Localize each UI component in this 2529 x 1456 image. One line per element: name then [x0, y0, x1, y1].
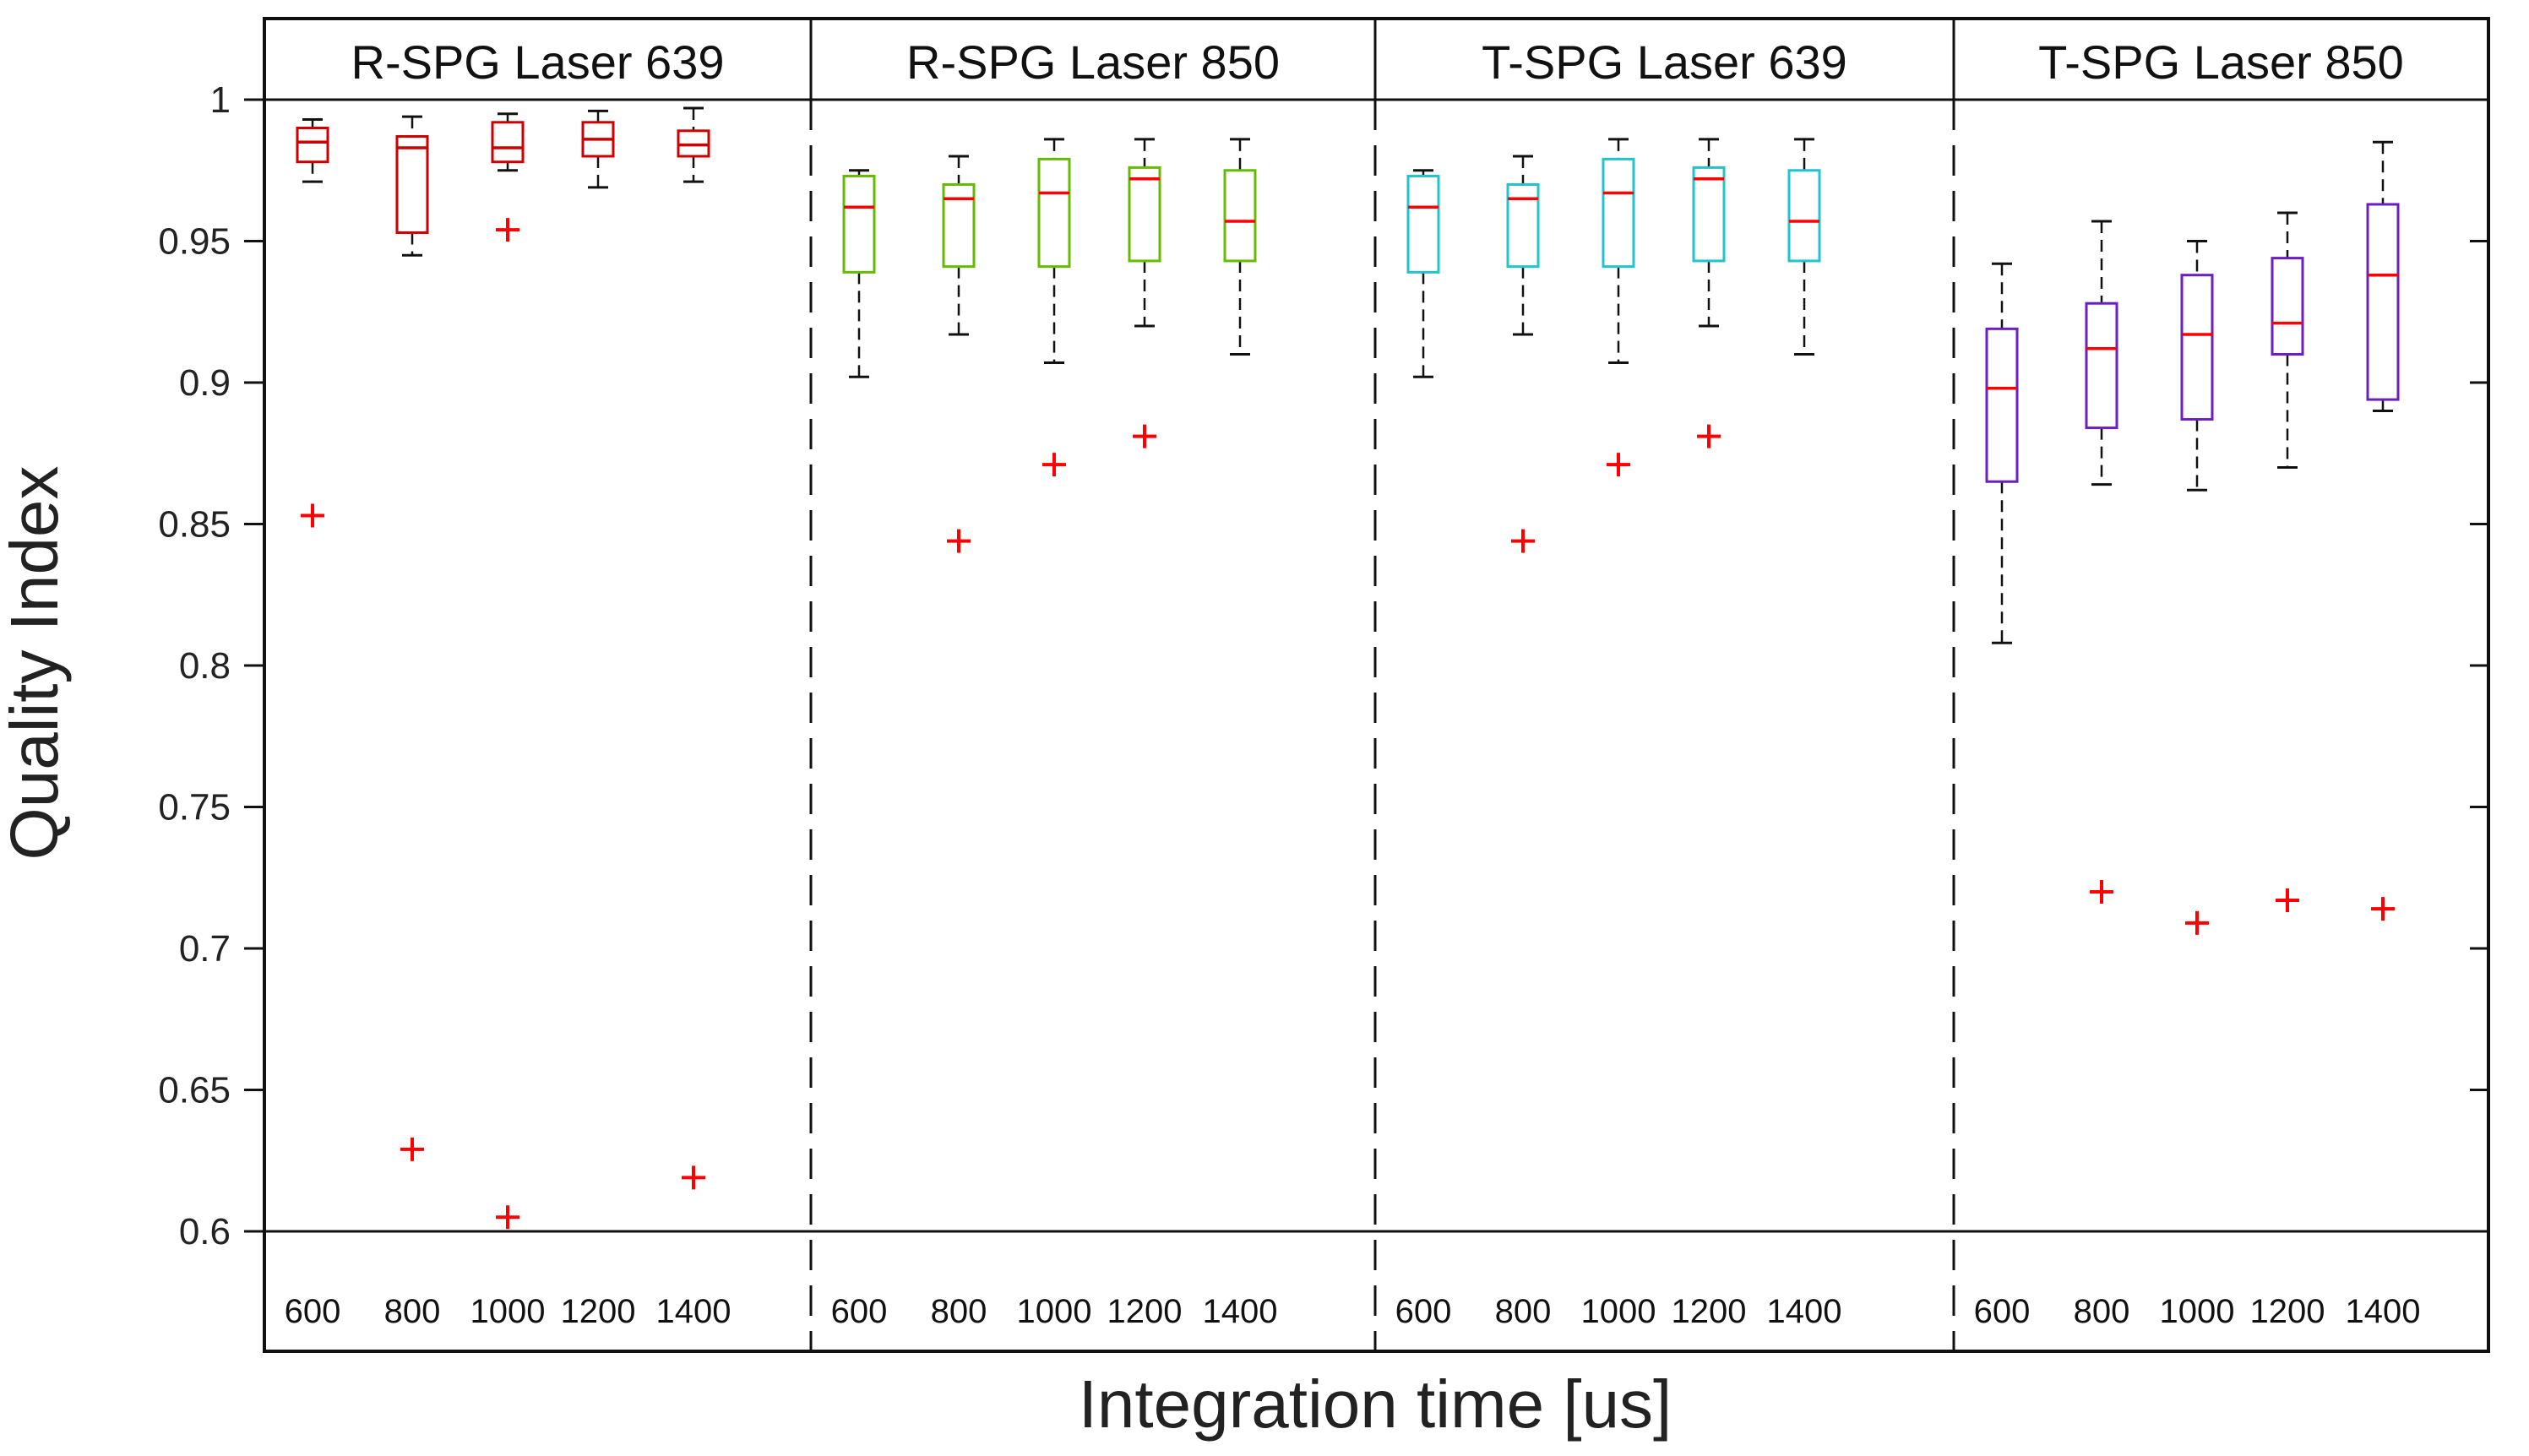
y-tick-label: 0.85 — [158, 504, 231, 546]
y-tick-label: 0.95 — [158, 221, 231, 263]
x-tick-label: 1400 — [656, 1293, 732, 1330]
panels: R-SPG Laser 639 R-SPG Laser 850 T-SPG Lase… — [296, 35, 2404, 1230]
outlier-marker — [496, 1205, 519, 1230]
outlier-marker — [1133, 424, 1156, 448]
outlier-marker — [1511, 529, 1535, 553]
outlier-marker — [2090, 880, 2113, 904]
x-tick-label: 1200 — [1672, 1293, 1747, 1330]
panel-title: R-SPG Laser 639 — [351, 35, 725, 89]
outlier-marker — [1042, 453, 1066, 477]
y-tick-label: 0.75 — [158, 787, 231, 829]
panel-3: T-SPG Laser 639 — [1406, 35, 1847, 553]
y-axis: 1 0.95 0.9 0.85 0.8 0.75 0.7 0.65 0.6 — [158, 79, 2488, 1252]
box — [1985, 327, 2019, 483]
x-tick-label: 600 — [1974, 1293, 2031, 1330]
box — [1406, 174, 1440, 274]
x-axis-label: Integration time [us] — [1079, 1366, 1672, 1442]
x-tick-label: 800 — [384, 1293, 441, 1330]
x-tick-label: 1400 — [1203, 1293, 1278, 1330]
box — [491, 121, 525, 164]
x-tick-label: 1000 — [1017, 1293, 1092, 1330]
box — [1692, 166, 1726, 263]
panel-title: R-SPG Laser 850 — [906, 35, 1280, 89]
outlier-marker — [947, 529, 971, 553]
outlier-marker — [1607, 453, 1630, 477]
outlier-marker — [1697, 424, 1721, 448]
x-axis: 600 800 1000 1200 1400 600 800 1000 1200 1400 600 8… — [285, 1293, 2421, 1330]
outlier-marker — [2185, 910, 2209, 935]
x-tick-label: 800 — [1495, 1293, 1552, 1330]
x-tick-label: 1400 — [2346, 1293, 2421, 1330]
panel-1: R-SPG Laser 639 — [296, 35, 725, 1230]
outlier-marker — [496, 218, 519, 242]
box — [1128, 166, 1161, 263]
plot-frame — [263, 17, 2490, 1353]
box — [1506, 183, 1540, 269]
panel-2: R-SPG Laser 850 — [842, 35, 1280, 553]
box — [1037, 157, 1071, 269]
outlier-marker — [2276, 888, 2299, 913]
x-tick-label: 1200 — [561, 1293, 636, 1330]
y-tick-label: 1 — [210, 79, 231, 121]
y-tick-label: 0.65 — [158, 1070, 231, 1111]
outlier-marker — [301, 503, 324, 528]
box — [1787, 169, 1821, 263]
box — [296, 127, 329, 164]
outlier-marker — [400, 1137, 424, 1161]
x-tick-label: 800 — [2074, 1293, 2130, 1330]
box — [1602, 157, 1635, 269]
x-tick-label: 1000 — [2160, 1293, 2235, 1330]
x-tick-label: 1200 — [1107, 1293, 1183, 1330]
box — [395, 135, 429, 234]
x-tick-label: 1000 — [470, 1293, 546, 1330]
x-tick-label: 600 — [1395, 1293, 1452, 1330]
panel-4: T-SPG Laser 850 — [1985, 35, 2404, 935]
box — [2180, 274, 2214, 421]
x-tick-label: 800 — [931, 1293, 987, 1330]
box — [942, 183, 976, 269]
outlier-marker — [682, 1165, 705, 1190]
panel-title: T-SPG Laser 639 — [1482, 35, 1847, 89]
y-tick-label: 0.9 — [179, 362, 231, 404]
box — [2366, 203, 2400, 401]
x-tick-label: 1200 — [2250, 1293, 2325, 1330]
panel-title: T-SPG Laser 850 — [2038, 35, 2404, 89]
x-tick-label: 600 — [831, 1293, 888, 1330]
box — [2085, 302, 2118, 430]
x-tick-label: 600 — [285, 1293, 341, 1330]
y-tick-label: 0.8 — [179, 645, 231, 687]
box — [1223, 169, 1257, 263]
y-axis-label: Quality Index — [0, 466, 72, 861]
y-tick-label: 0.6 — [179, 1211, 231, 1252]
outlier-marker — [2371, 897, 2395, 921]
x-tick-label: 1000 — [1581, 1293, 1656, 1330]
box — [842, 174, 876, 274]
y-tick-label: 0.7 — [179, 928, 231, 970]
x-tick-label: 1400 — [1767, 1293, 1842, 1330]
box — [2271, 257, 2304, 356]
